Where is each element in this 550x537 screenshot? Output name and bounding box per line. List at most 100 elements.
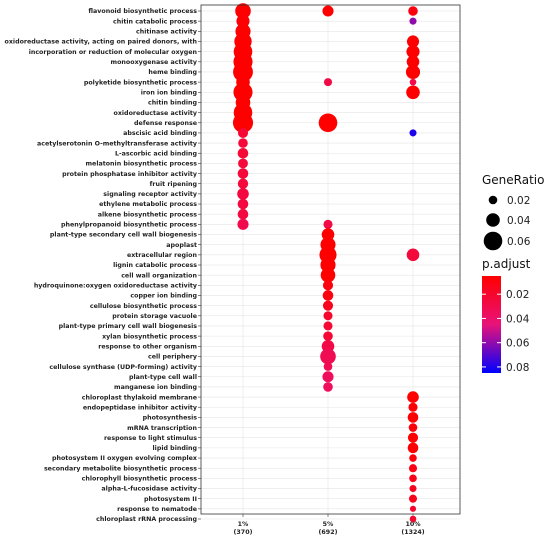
p-adjust-legend-title: p.adjust [482,257,531,271]
y-tick-label: alkene biosynthetic process [98,211,198,218]
data-points [232,3,421,523]
data-point [409,484,417,493]
data-point [408,464,418,473]
y-tick-label: chitin catabolic process [113,18,197,25]
y-tick-label: photosystem II [144,496,197,503]
x-tick-label: 1% [238,521,249,528]
y-tick-label: monooxygenase activity [111,59,197,66]
y-tick-label: cellulose synthase (UDP-forming) activit… [49,364,197,371]
x-tick-label: 10% [405,521,421,528]
y-tick-label: fruit ripening [150,181,197,188]
panel-border [200,4,461,515]
data-point [408,423,418,432]
y-tick-label: abscisic acid binding [123,130,197,137]
data-point [237,178,249,189]
data-point [318,113,338,133]
y-tick-label: endopeptidase inhibitor activity [83,404,197,411]
data-point [238,158,248,169]
generatio-legend-label: 0.06 [507,236,531,248]
y-tick-label: acetylserotonin O-methyltransferase acti… [37,140,197,147]
y-tick-label: manganese ion binding [114,384,197,391]
generatio-legend-label: 0.02 [507,195,530,207]
data-point [407,412,419,423]
y-tick-label: cell wall organization [121,272,197,279]
data-point [322,371,334,383]
data-point [323,321,333,331]
x-tick-label: 5% [323,521,334,528]
data-point [409,78,417,86]
data-point [237,147,249,159]
data-point [322,290,334,301]
y-tick-label: heme binding [148,69,197,76]
data-point [237,127,249,138]
x-tick-sublabel: (692) [319,529,338,536]
y-tick-label: chlorophyll biosynthetic process [82,476,198,483]
data-point [405,64,421,80]
y-tick-label: alpha-L-fucosidase activity [101,486,197,493]
y-tick-label: iron ion binding [141,89,197,96]
y-tick-label: cell periphery [148,354,197,361]
data-point [323,382,333,392]
data-point [323,78,333,87]
y-tick-label: response to light stimulus [104,435,197,442]
y-tick-label: photosystem II oxygen evolving complex [52,455,197,462]
y-tick-label: chloroplast rRNA processing [96,516,197,523]
y-tick-label: polyketide biosynthetic process [84,79,197,86]
x-axis-ticks: 1%(370) 5%(692) 10%(1324) [234,514,425,536]
data-point [406,45,420,59]
p-adjust-legend-label: 0.02 [506,289,529,301]
data-point [323,362,333,371]
data-point [232,112,254,133]
data-point [323,311,333,321]
y-tick-label: hydroquinone:oxygen oxidoreductase activ… [34,283,197,290]
data-point [320,257,336,273]
y-tick-label: plant-type primary cell wall biogenesis [59,323,198,330]
y-tick-label: chitinase activity [136,29,197,36]
data-point [323,331,333,341]
data-point [406,248,420,262]
data-point [409,474,417,483]
x-tick-sublabel: (370) [234,529,253,536]
data-point [408,402,418,412]
p-adjust-legend-label: 0.06 [506,338,530,350]
y-tick-label: oxidoreductase activity, acting on paire… [5,39,197,46]
data-point [406,35,420,48]
y-tick-label: defense response [134,120,197,127]
data-point [237,208,249,220]
y-tick-label: response to nematode [117,506,197,513]
p-adjust-legend: p.adjust 0.02 0.04 0.06 0.08 [482,257,531,374]
y-tick-label: plant-type secondary cell wall biogenesi… [50,232,197,239]
y-tick-label: oxidoreductase activity [114,110,197,117]
data-point [237,188,249,200]
data-point [238,138,248,148]
x-tick-sublabel: (1324) [401,529,424,536]
y-tick-label: copper ion binding [130,293,197,300]
y-tick-label: melatonin biosynthetic process [85,161,197,168]
data-point [322,280,334,291]
y-tick-label: plant-type cell wall [129,374,197,381]
y-tick-label: L-ascorbic acid binding [115,150,197,157]
data-point [406,85,420,100]
p-adjust-legend-label: 0.08 [506,362,529,374]
data-point [323,219,333,229]
data-point [235,3,251,19]
y-tick-label: secondary metabolite biosynthetic proces… [44,465,197,472]
data-point [322,300,334,311]
generatio-legend-key [483,231,503,251]
data-point [320,267,336,283]
y-tick-label: lipid binding [153,445,198,452]
y-tick-label: response to other organism [98,343,197,350]
data-point [237,168,249,179]
y-axis-ticks: flavonoid biosynthetic process chitin cat… [5,8,201,523]
y-tick-label: protein phosphatase inhibitor activity [62,171,197,178]
data-point [409,515,417,523]
data-point [237,218,249,230]
generatio-legend-label: 0.04 [507,215,531,227]
y-tick-label: lignin catabolic process [113,262,197,269]
y-tick-label: signaling receptor activity [103,191,197,198]
data-point [409,505,417,512]
data-point [236,14,250,28]
p-adjust-legend-label: 0.04 [506,313,530,325]
data-point [322,5,334,17]
